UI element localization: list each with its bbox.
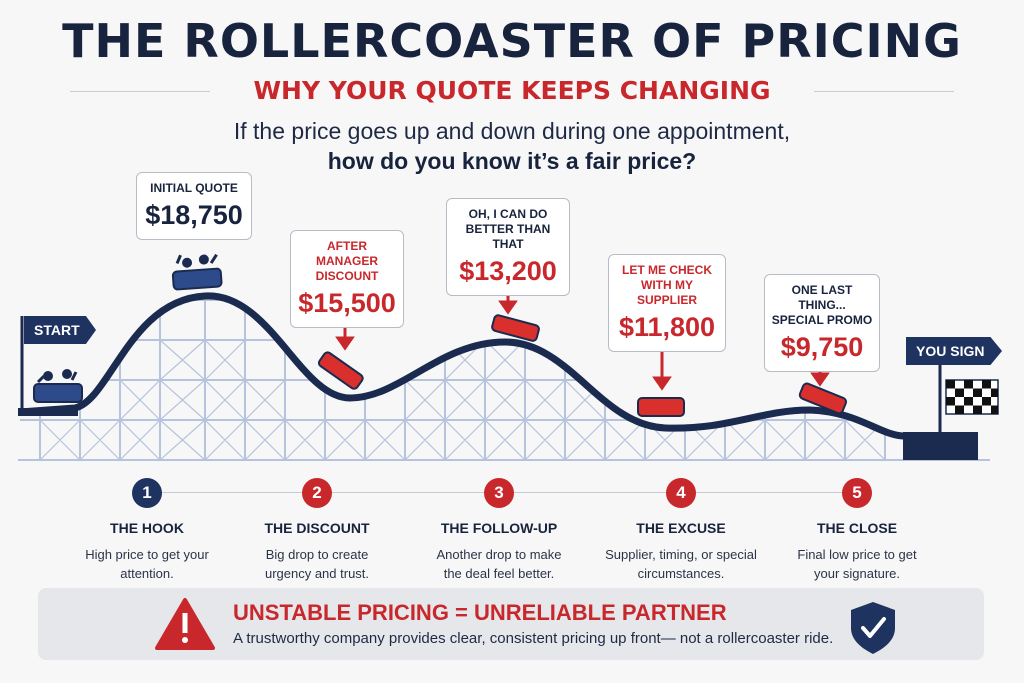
step-desc-5: Final low price to get your signature. [797, 547, 917, 581]
quote-price-3: $13,200 [459, 256, 557, 286]
subtitle-row: WHY YOUR QUOTE KEEPS CHANGING [70, 76, 954, 106]
checkered-flag-icon [945, 379, 999, 415]
step-desc-2: Big drop to create urgency and trust. [264, 547, 370, 581]
warning-triangle-icon [155, 598, 215, 650]
quote-caption-5: ONE LAST THING... SPECIAL PROMO [771, 283, 873, 327]
red-car-4 [637, 397, 685, 417]
step-title-4: THE EXCUSE [636, 520, 726, 536]
you-sign-flag: YOU SIGN [906, 337, 1002, 365]
divider-right [814, 91, 954, 92]
red-car-3 [491, 314, 540, 342]
red-car-2 [317, 351, 364, 390]
step-number-2: 2 [302, 478, 332, 508]
quote-caption-1: INITIAL QUOTE [150, 181, 238, 195]
quote-price-2: $15,500 [298, 288, 396, 318]
page-subtitle: WHY YOUR QUOTE KEEPS CHANGING [253, 76, 771, 105]
step-title-3: THE FOLLOW-UP [440, 520, 558, 536]
navy-car-top [171, 253, 223, 291]
banner-text: A trustworthy company provides clear, co… [233, 630, 834, 647]
red-car-5 [798, 382, 848, 415]
start-platform [18, 408, 78, 416]
quote-price-5: $9,750 [780, 332, 864, 362]
step-title-1: THE HOOK [110, 520, 184, 536]
quote-bubble-2: AFTER MANAGER DISCOUNT $15,500 [290, 230, 404, 328]
quote-caption-3: OH, I CAN DO BETTER THAN THAT [465, 207, 551, 251]
shield-check-icon [851, 602, 895, 654]
step-number-4: 4 [666, 478, 696, 508]
question-line-2: how do you know it’s a fair price? [327, 148, 697, 174]
step-desc-3: Another drop to make the deal feel bette… [436, 547, 562, 581]
step-5: 5 THE CLOSE Final low price to get your … [772, 478, 942, 583]
divider-left [70, 91, 210, 92]
step-2: 2 THE DISCOUNT Big drop to create urgenc… [232, 478, 402, 583]
step-3: 3 THE FOLLOW-UP Another drop to make the… [414, 478, 584, 583]
step-desc-4: Supplier, timing, or special circumstanc… [605, 547, 757, 581]
step-1: 1 THE HOOK High price to get your attent… [62, 478, 232, 583]
banner-title: UNSTABLE PRICING = UNRELIABLE PARTNER [233, 600, 727, 625]
quote-price-4: $11,800 [618, 312, 716, 342]
quote-caption-4: LET ME CHECK WITH MY SUPPLIER [622, 263, 712, 307]
quote-bubble-1: INITIAL QUOTE $18,750 [136, 172, 252, 240]
step-4: 4 THE EXCUSE Supplier, timing, or specia… [596, 478, 766, 583]
quote-bubble-5: ONE LAST THING... SPECIAL PROMO $9,750 [764, 274, 880, 372]
quote-bubble-3: OH, I CAN DO BETTER THAN THAT $13,200 [446, 198, 570, 296]
step-desc-1: High price to get your attention. [85, 547, 209, 581]
question-line-1: If the price goes up and down during one… [233, 118, 791, 144]
start-flag: START [24, 316, 96, 344]
step-title-2: THE DISCOUNT [264, 520, 370, 536]
step-title-5: THE CLOSE [816, 520, 898, 536]
quote-bubble-4: LET ME CHECK WITH MY SUPPLIER $11,800 [608, 254, 726, 352]
quote-caption-2: AFTER MANAGER DISCOUNT [315, 239, 379, 283]
quote-price-1: $18,750 [145, 200, 243, 230]
navy-car-start [33, 369, 83, 403]
step-number-3: 3 [484, 478, 514, 508]
step-number-1: 1 [132, 478, 162, 508]
page-title: THE ROLLERCOASTER OF PRICING [62, 14, 962, 68]
down-arrows [335, 290, 830, 391]
coaster-track [19, 292, 906, 440]
step-number-5: 5 [842, 478, 872, 508]
end-platform [903, 432, 978, 460]
